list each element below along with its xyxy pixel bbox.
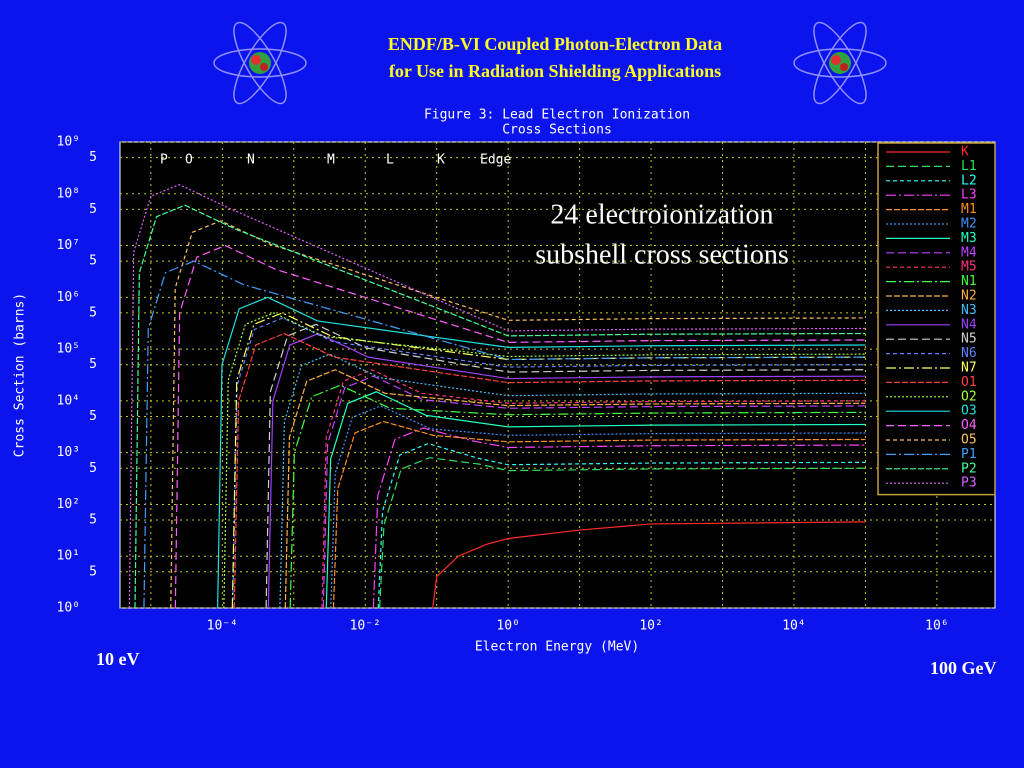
series-line — [432, 521, 866, 609]
legend-label: P3 — [961, 476, 977, 491]
y-tick-label: 10⁶ — [57, 290, 80, 305]
legend-label: M4 — [961, 245, 977, 260]
chart-title: Figure 3: Lead Electron Ionization — [424, 108, 690, 123]
range-label: 100 GeV — [930, 658, 997, 678]
legend-label: L1 — [961, 159, 977, 174]
y-tick-label: 5 — [89, 564, 97, 579]
y-tick-label: 5 — [89, 513, 97, 528]
series-line — [174, 244, 866, 609]
legend-label: L2 — [961, 173, 977, 188]
edge-label: K — [437, 153, 445, 168]
series-line — [325, 391, 866, 609]
legend-label: P1 — [961, 447, 977, 462]
legend-label: N1 — [961, 274, 977, 289]
range-label: 10 eV — [96, 649, 140, 669]
y-tick-label: 10⁸ — [57, 186, 80, 201]
x-tick-label: 10⁰ — [496, 619, 519, 634]
series-line — [377, 442, 866, 609]
y-tick-label: 10⁴ — [57, 393, 80, 408]
legend: KL1L2L3M1M2M3M4M5N1N2N3N4N5N6N7O1O2O3O4O… — [877, 142, 996, 496]
series-line — [332, 420, 866, 609]
legend-label: K — [961, 145, 969, 160]
series-line — [267, 332, 866, 609]
series-line — [232, 317, 866, 609]
legend-label: N5 — [961, 332, 977, 347]
y-tick-label: 5 — [89, 305, 97, 320]
y-tick-label: 5 — [89, 202, 97, 217]
legend-label: M3 — [961, 231, 977, 246]
y-tick-label: 5 — [89, 254, 97, 269]
legend-label: M1 — [961, 202, 977, 217]
y-tick-label: 5 — [89, 150, 97, 165]
edge-label: P — [160, 153, 168, 168]
x-tick-label: 10⁶ — [925, 619, 948, 634]
legend-label: O5 — [961, 433, 977, 448]
series-line — [223, 312, 866, 609]
series-line — [379, 457, 866, 609]
legend-label: N4 — [961, 317, 977, 332]
legend-label: O1 — [961, 375, 977, 390]
y-tick-label: 10⁰ — [57, 601, 80, 616]
series-line — [330, 405, 866, 609]
legend-label: M5 — [961, 260, 977, 275]
legend-box — [877, 142, 996, 496]
edge-label: Edge — [480, 153, 511, 168]
series-line — [284, 369, 866, 609]
legend-label: P2 — [961, 461, 977, 476]
y-tick-label: 10² — [57, 497, 80, 512]
series-line — [233, 332, 866, 609]
y-tick-label: 5 — [89, 461, 97, 476]
legend-label: L3 — [961, 188, 977, 203]
series-line — [279, 353, 866, 609]
edge-label: O — [185, 153, 193, 168]
annotation: 24 electroionization — [550, 199, 773, 230]
y-tick-label: 5 — [89, 409, 97, 424]
edge-label: L — [386, 153, 394, 168]
series-line — [372, 427, 866, 609]
y-tick-label: 10³ — [57, 445, 80, 460]
y-tick-label: 10⁷ — [57, 238, 80, 253]
x-tick-label: 10⁴ — [782, 619, 805, 634]
edge-label: M — [327, 153, 335, 168]
x-axis-label: Electron Energy (MeV) — [475, 640, 639, 655]
legend-label: N7 — [961, 361, 977, 376]
edge-label: N — [247, 153, 255, 168]
annotation: subshell cross sections — [535, 239, 789, 270]
curves — [128, 184, 866, 609]
header-title: ENDF/B-VI Coupled Photon-Electron Data — [388, 34, 722, 54]
series-line — [217, 296, 866, 609]
legend-label: N2 — [961, 289, 977, 304]
x-tick-label: 10⁻² — [350, 619, 381, 634]
legend-label: N6 — [961, 346, 977, 361]
chart-title: Cross Sections — [502, 123, 612, 138]
x-tick-label: 10⁻⁴ — [207, 619, 238, 634]
y-tick-label: 5 — [89, 357, 97, 372]
y-axis-label: Cross Section (barns) — [13, 293, 28, 457]
header-title: for Use in Radiation Shielding Applicati… — [389, 61, 721, 81]
y-tick-label: 10¹ — [57, 549, 80, 564]
series-line — [143, 260, 866, 609]
series-line — [128, 184, 866, 609]
y-tick-label: 10⁹ — [57, 135, 80, 150]
legend-label: O2 — [961, 389, 977, 404]
legend-label: O3 — [961, 404, 977, 419]
legend-label: N3 — [961, 303, 977, 318]
series-line — [289, 384, 866, 609]
y-tick-label: 10⁵ — [57, 342, 80, 357]
legend-label: O4 — [961, 418, 977, 433]
series-line — [322, 375, 866, 609]
atom-icon-left — [213, 21, 307, 105]
grid — [120, 141, 995, 609]
series-line — [321, 369, 866, 609]
plot-area — [119, 141, 996, 609]
x-tick-label: 10² — [639, 619, 662, 634]
series-line — [134, 204, 866, 609]
atom-icon-right — [793, 21, 887, 105]
legend-label: M2 — [961, 217, 977, 232]
